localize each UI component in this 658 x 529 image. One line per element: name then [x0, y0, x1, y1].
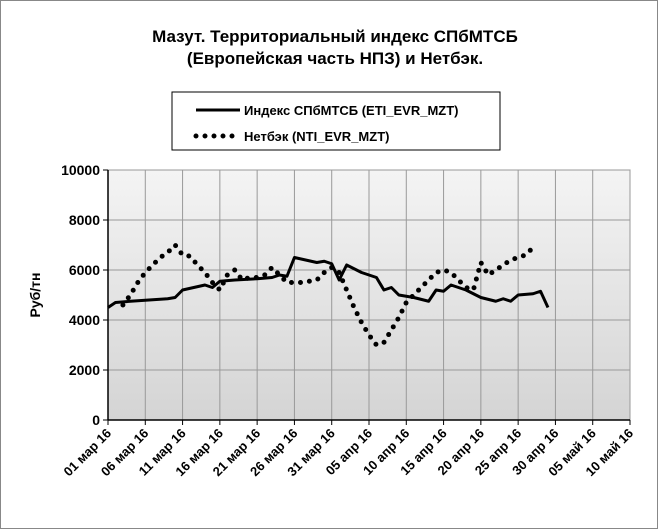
legend-label: Нетбэк (NTI_EVR_MZT) [244, 129, 389, 144]
series-line [107, 256, 550, 309]
legend-label: Индекс СПбМТСБ (ETI_EVR_MZT) [244, 103, 459, 118]
title-line: Мазут. Территориальный индекс СПбМТСБ [152, 27, 518, 46]
title-line: (Европейская часть НПЗ) и Нетбэк. [187, 49, 483, 68]
y-tick-label: 6000 [69, 262, 100, 278]
legend [171, 91, 501, 151]
y-axis-label: Руб/тн [27, 273, 43, 318]
y-tick-label: 4000 [69, 312, 100, 328]
y-tick-label: 8000 [69, 212, 100, 228]
y-tick-label: 2000 [69, 362, 100, 378]
series-line [120, 242, 536, 348]
y-tick-label: 10000 [61, 162, 100, 178]
y-tick-label: 0 [92, 412, 100, 428]
